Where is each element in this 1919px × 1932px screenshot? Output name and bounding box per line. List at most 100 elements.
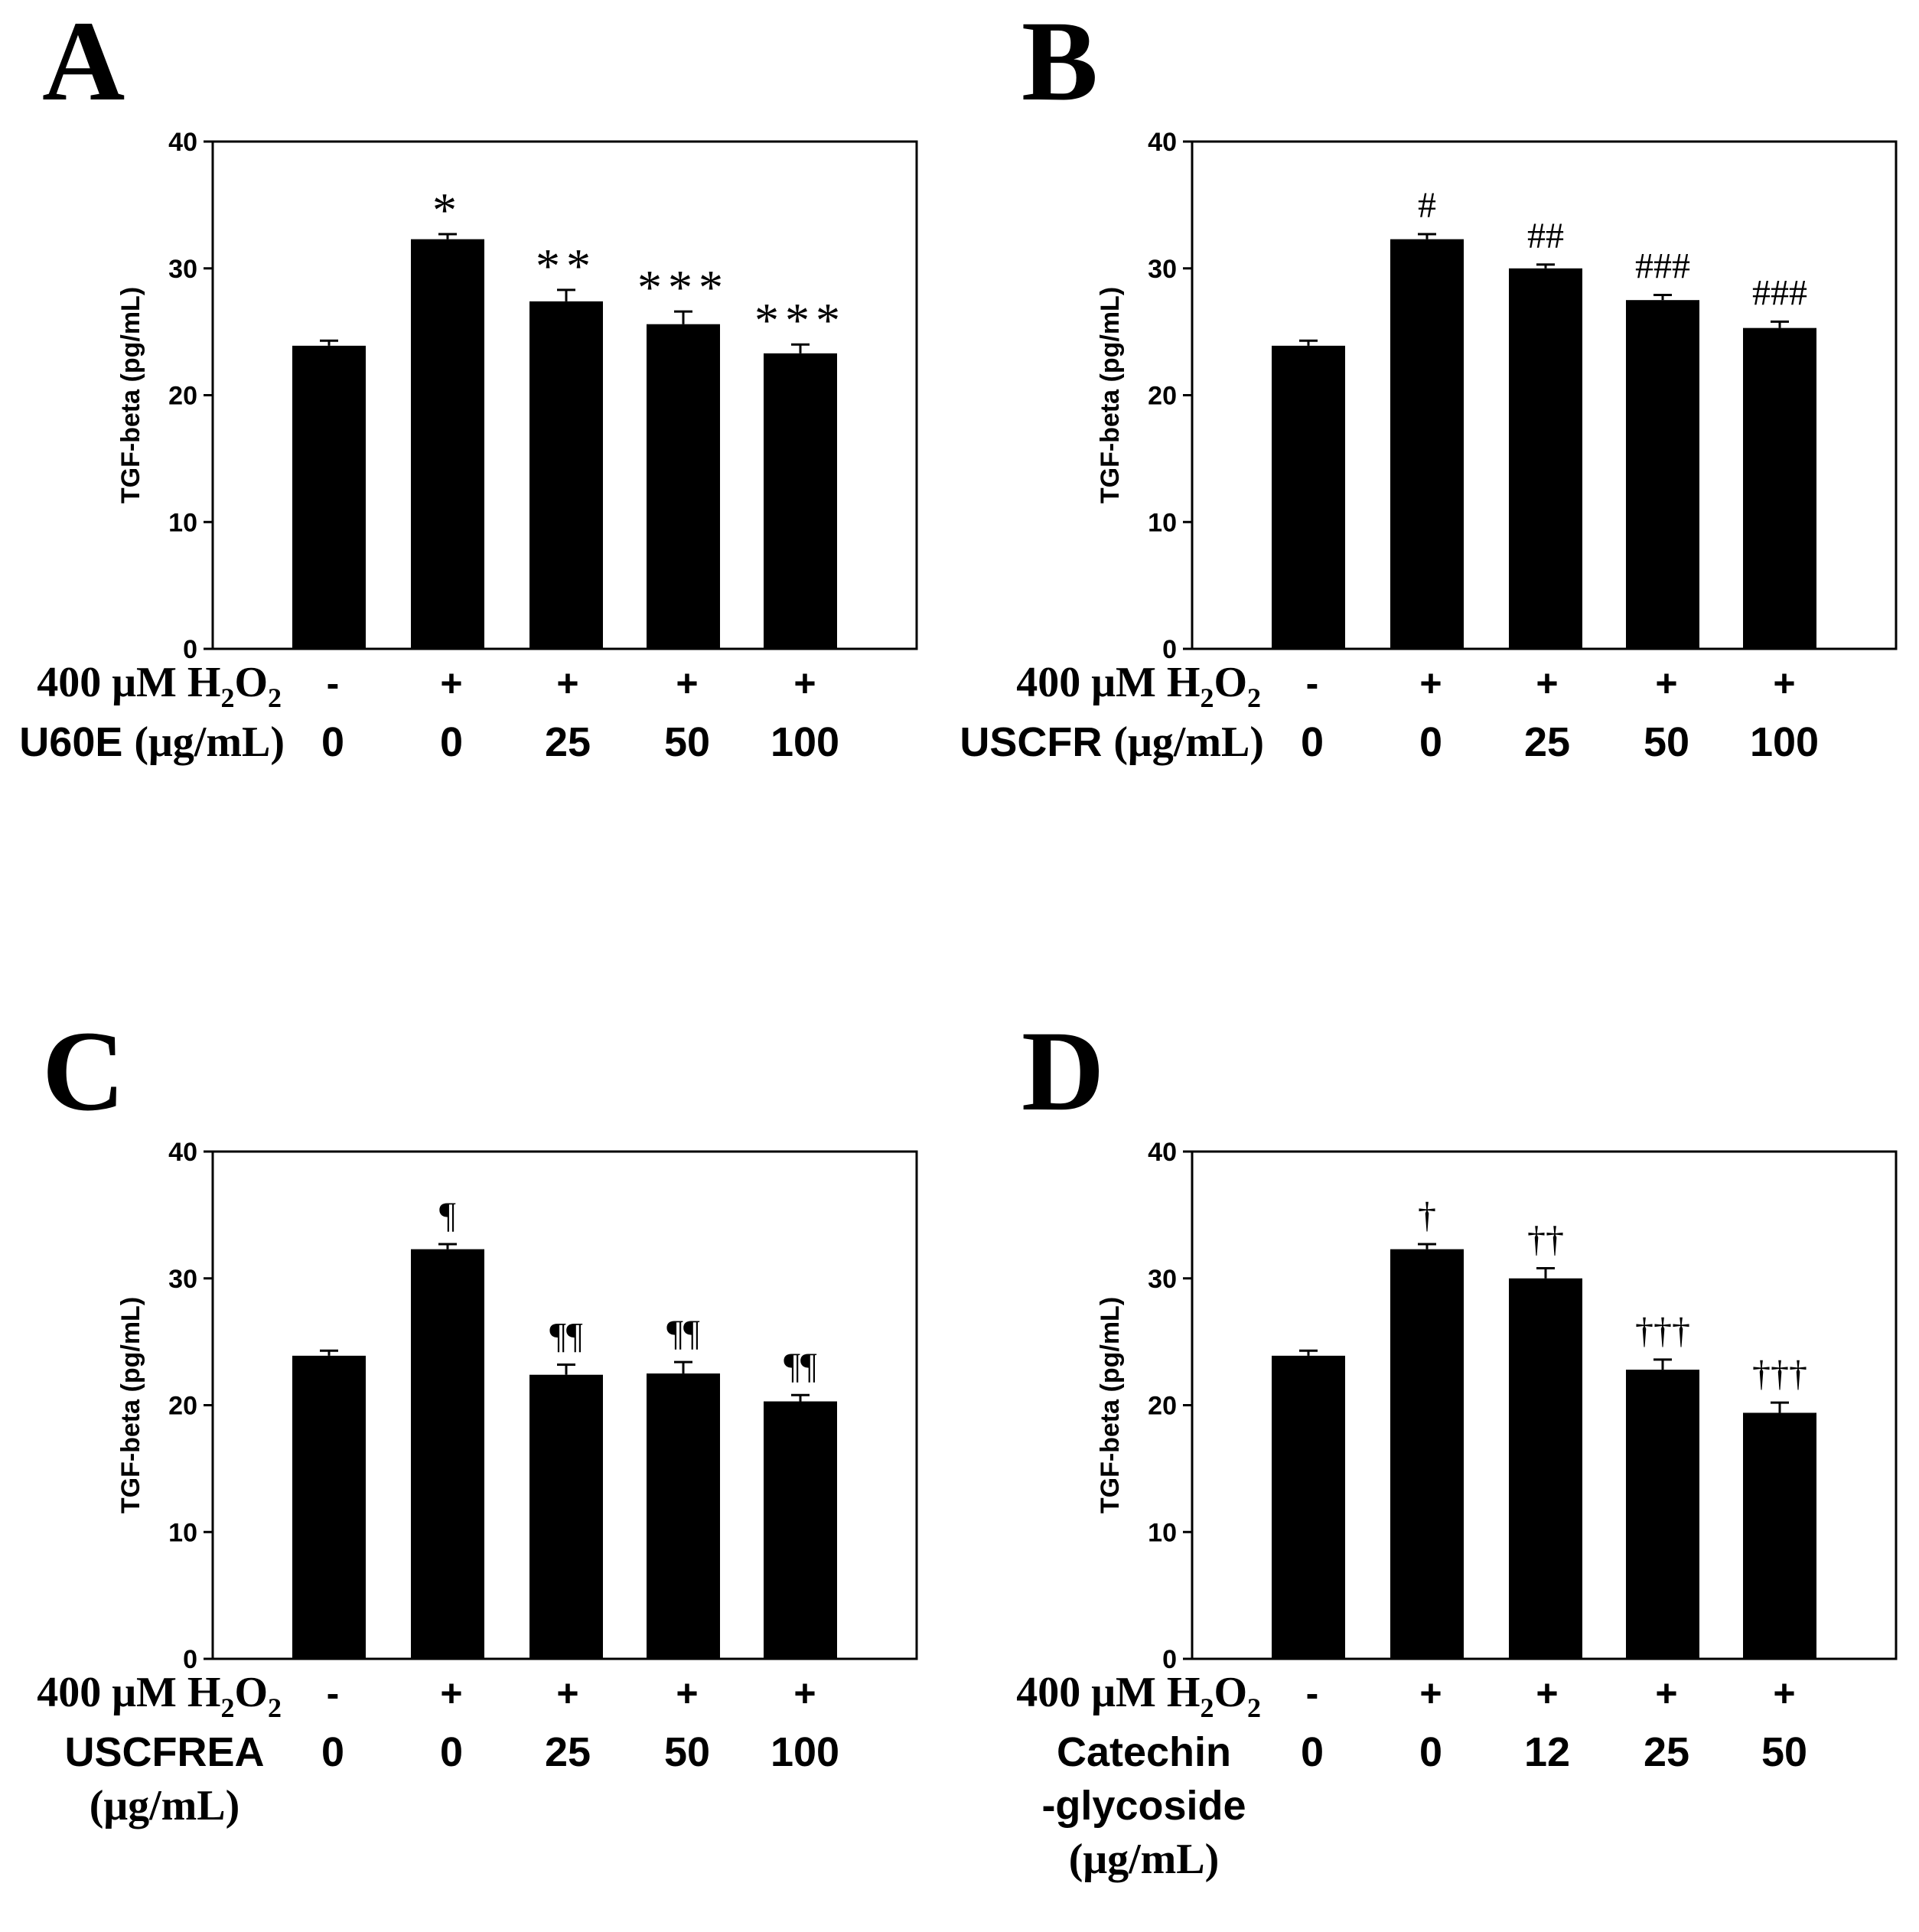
row-cell-h2o2: + <box>556 662 578 705</box>
bar <box>1390 239 1464 649</box>
row-cell-treatment: 50 <box>664 719 710 765</box>
row-cell-h2o2: + <box>793 1672 816 1715</box>
panel-letter: B <box>1021 0 1098 125</box>
row-cell-treatment: 0 <box>1419 1729 1442 1775</box>
row-cell-treatment: 25 <box>1524 719 1570 765</box>
y-tick-label: 20 <box>1148 382 1177 411</box>
row-label-treatment: (μg/mL) <box>90 1782 240 1829</box>
row-label-h2o2: 400 μM H2O2 <box>37 1669 282 1723</box>
row-cell-treatment: 0 <box>321 719 344 765</box>
y-tick-label: 20 <box>168 382 197 411</box>
y-tick-label: 10 <box>168 1518 197 1547</box>
significance-mark: ††† <box>1752 1354 1807 1394</box>
row-label-treatment: U60E (μg/mL) <box>19 718 285 766</box>
row-cell-treatment: 100 <box>771 1729 839 1775</box>
y-tick-label: 10 <box>1148 508 1177 537</box>
row-label-treatment: Catechin <box>1057 1729 1231 1775</box>
row-cell-treatment: 50 <box>664 1729 710 1775</box>
bar <box>529 301 603 649</box>
row-cell-treatment: 0 <box>440 1729 463 1775</box>
row-label-h2o2: 400 μM H2O2 <box>37 659 282 713</box>
y-tick-label: 40 <box>168 128 197 157</box>
row-cell-treatment: 0 <box>440 719 463 765</box>
row-cell-h2o2: + <box>556 1672 578 1715</box>
significance-mark: ¶ <box>439 1195 456 1236</box>
row-label-treatment: USCFREA <box>64 1729 264 1775</box>
significance-mark: † <box>1418 1195 1436 1236</box>
y-axis-label: TGF-beta (pg/mL) <box>116 1297 145 1513</box>
row-cell-h2o2: + <box>676 1672 698 1715</box>
row-cell-treatment: 12 <box>1524 1729 1570 1775</box>
row-cell-treatment: 25 <box>1644 1729 1689 1775</box>
row-cell-h2o2: - <box>1306 662 1319 705</box>
row-cell-h2o2: - <box>1306 1672 1319 1715</box>
bar <box>411 239 484 649</box>
y-tick-label: 20 <box>168 1392 197 1421</box>
y-axis-label: TGF-beta (pg/mL) <box>116 287 145 503</box>
row-cell-treatment: 0 <box>321 1729 344 1775</box>
row-cell-h2o2: + <box>1536 1672 1558 1715</box>
row-cell-h2o2: + <box>1419 1672 1442 1715</box>
row-label-treatment: (μg/mL) <box>1069 1836 1220 1883</box>
y-tick-label: 0 <box>1162 1645 1177 1674</box>
row-cell-treatment: 25 <box>545 719 591 765</box>
row-cell-treatment: 50 <box>1761 1729 1807 1775</box>
y-tick-label: 40 <box>1148 1138 1177 1167</box>
row-cell-h2o2: + <box>793 662 816 705</box>
bar <box>1743 327 1816 649</box>
bar <box>1509 268 1582 649</box>
y-tick-label: 10 <box>168 508 197 537</box>
y-axis-label: TGF-beta (pg/mL) <box>1096 287 1125 503</box>
row-cell-h2o2: + <box>1773 1672 1795 1715</box>
y-tick-label: 30 <box>168 1265 197 1294</box>
y-tick-label: 0 <box>183 1645 197 1674</box>
row-label-h2o2: 400 μM H2O2 <box>1016 659 1261 713</box>
bar <box>1626 1370 1699 1659</box>
bar <box>764 353 837 649</box>
bar <box>1272 1355 1345 1659</box>
row-cell-h2o2: + <box>1419 662 1442 705</box>
y-tick-label: 10 <box>1148 1518 1177 1547</box>
panel-letter: D <box>1021 1008 1104 1135</box>
row-cell-h2o2: - <box>327 662 340 705</box>
y-tick-label: 20 <box>1148 1392 1177 1421</box>
bar <box>647 1373 720 1659</box>
y-tick-label: 30 <box>1148 1265 1177 1294</box>
y-tick-label: 40 <box>168 1138 197 1167</box>
significance-mark: ** <box>536 239 597 293</box>
significance-mark: *** <box>754 293 846 347</box>
row-cell-treatment: 25 <box>545 1729 591 1775</box>
row-cell-h2o2: + <box>676 662 698 705</box>
row-cell-treatment: 100 <box>1750 719 1819 765</box>
y-tick-label: 30 <box>1148 255 1177 284</box>
significance-mark: ### <box>1752 272 1807 313</box>
bar <box>292 345 366 649</box>
y-axis-label: TGF-beta (pg/mL) <box>1096 1297 1125 1513</box>
row-cell-treatment: 0 <box>1301 1729 1324 1775</box>
row-cell-treatment: 50 <box>1644 719 1689 765</box>
panel-letter: C <box>42 1008 125 1135</box>
row-cell-h2o2: + <box>1655 1672 1677 1715</box>
bar <box>1509 1278 1582 1659</box>
row-cell-h2o2: + <box>440 662 462 705</box>
row-cell-treatment: 0 <box>1419 719 1442 765</box>
significance-mark: ## <box>1527 216 1564 256</box>
significance-mark: ¶¶ <box>549 1315 583 1356</box>
significance-mark: ¶¶ <box>666 1313 700 1354</box>
y-tick-label: 0 <box>183 635 197 664</box>
significance-mark: ### <box>1635 246 1690 287</box>
bar <box>1390 1249 1464 1659</box>
y-tick-label: 30 <box>168 255 197 284</box>
bar <box>764 1401 837 1659</box>
bar <box>1272 345 1345 649</box>
bar <box>292 1355 366 1659</box>
row-cell-h2o2: + <box>1655 662 1677 705</box>
row-cell-h2o2: + <box>1536 662 1558 705</box>
y-tick-label: 0 <box>1162 635 1177 664</box>
panel-letter: A <box>42 0 125 125</box>
significance-mark: * <box>432 183 463 237</box>
row-label-treatment: USCFR (μg/mL) <box>960 718 1264 766</box>
